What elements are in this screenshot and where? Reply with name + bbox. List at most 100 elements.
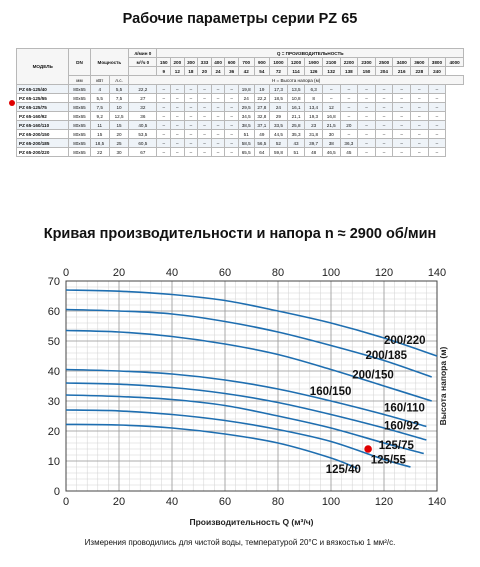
cell-head: 17,3 [269, 84, 288, 94]
cell-head: – [339, 129, 359, 139]
cell-head: 36 [128, 111, 158, 121]
cell-head: 33,5 [269, 120, 288, 130]
col-dn-header: DN [68, 48, 91, 76]
x-tick-label-top: 0 [63, 267, 69, 279]
cell-head: – [156, 102, 172, 112]
cell-head: – [321, 84, 341, 94]
cell-head: 10,8 [286, 93, 306, 103]
cell-hp: 5,5 [108, 84, 130, 94]
table-row: PZ 65-125/75 80x65 7,5 10 32– – – – – –29,5 27,8 24… [15, 102, 464, 112]
col-power-header: Мощность [89, 48, 130, 76]
cell-head: – [210, 102, 226, 112]
y-tick-label: 60 [48, 306, 60, 318]
cell-head: – [357, 138, 376, 148]
cell-head: – [427, 93, 447, 103]
cell-model: PZ 65-160/92 [15, 111, 70, 121]
cell-head: – [210, 129, 226, 139]
q-lmin-17: 3800 [427, 57, 447, 67]
cell-head: – [170, 129, 185, 139]
cell-head: – [374, 120, 394, 130]
cell-head: – [197, 84, 212, 94]
cell-head: 6,3 [304, 84, 323, 94]
highlight-row-marker [9, 100, 15, 106]
cell-head: 37,1 [253, 120, 271, 130]
cell-model: PZ 65-200/185 [15, 138, 70, 148]
cell-hp: 25 [108, 138, 130, 148]
series-label: 160/150 [310, 386, 352, 398]
x-tick-label: 120 [375, 496, 393, 508]
cell-head: 46,5 [321, 147, 341, 157]
q-m3h-0: 9 [156, 66, 172, 76]
q-m3h-15: 216 [392, 66, 411, 76]
cell-kw: 7,5 [89, 102, 110, 112]
x-tick-label-top: 60 [219, 267, 231, 279]
cell-head: – [427, 120, 447, 130]
cell-head: 31,8 [304, 129, 323, 139]
performance-chart: 0020204040606080801001001201201401400102… [48, 267, 448, 527]
cell-head: – [210, 147, 226, 157]
cell-head: – [410, 129, 429, 139]
q-lmin-9: 1200 [286, 57, 306, 67]
q-lmin-8: 1000 [269, 57, 288, 67]
cell-head: 24 [269, 102, 288, 112]
cell-head: – [374, 147, 394, 157]
cell-head: – [357, 93, 376, 103]
cell-head: 25,8 [286, 120, 306, 130]
q-header: Q = ПРОИЗВОДИТЕЛЬНОСТЬ [156, 48, 464, 58]
cell-dn: 80x65 [68, 111, 91, 121]
q-m3h-10: 126 [304, 66, 323, 76]
cell-kw: 5,5 [89, 93, 110, 103]
series-label: 200/220 [384, 335, 426, 347]
q-lmin-6: 700 [237, 57, 255, 67]
cell-head: – [210, 84, 226, 94]
cell-head: – [183, 147, 199, 157]
series-label: 125/75 [379, 440, 415, 452]
q-m3h-9: 114 [286, 66, 306, 76]
cell-head: 21,5 [321, 120, 341, 130]
cell-head: 22,2 [128, 84, 158, 94]
cell-head: – [156, 138, 172, 148]
y-tick-label: 0 [54, 486, 60, 498]
table-row: PZ 65-160/92 80x65 9,2 12,5 36– – – – – –34,5 32,8… [15, 111, 464, 121]
cell-head: 38,5 [237, 120, 255, 130]
cell-model: PZ 65-200/150 [15, 129, 70, 139]
cell-head: – [410, 138, 429, 148]
q-lmin-0: 150 [156, 57, 172, 67]
cell-model: PZ 65-125/55 [15, 93, 70, 103]
cell-head: – [357, 111, 376, 121]
cell-head: 18,5 [269, 93, 288, 103]
q-lmin-16: 3600 [410, 57, 429, 67]
cell-head: – [170, 93, 185, 103]
cell-head: – [410, 93, 429, 103]
cell-head: – [427, 147, 447, 157]
cell-head: – [427, 129, 447, 139]
x-tick-label-top: 80 [272, 267, 284, 279]
cell-head: – [170, 102, 185, 112]
q-m3h-4: 24 [210, 66, 226, 76]
cell-kw: 9,2 [89, 111, 110, 121]
cell-head: – [183, 93, 199, 103]
q-m3h-blank [128, 66, 158, 76]
cell-kw: 18,5 [89, 138, 110, 148]
y-axis-label: Высота напора (м) [438, 346, 448, 425]
q-lmin-15: 3400 [392, 57, 411, 67]
cell-head: 16,8 [321, 111, 341, 121]
table-row: PZ 65-125/40 80x65 4 5,5 22,2– – – – – –19,8 19 17,… [15, 84, 464, 94]
table-title: Рабочие параметры серии PZ 65 [122, 11, 358, 27]
cell-head: – [197, 102, 212, 112]
cell-head: 27,8 [253, 102, 271, 112]
y-tick-label: 30 [48, 396, 60, 408]
cell-head: – [170, 120, 185, 130]
cell-head: – [410, 102, 429, 112]
cell-head: 29 [269, 111, 288, 121]
table-row: PZ 65-200/220 80x65 22 30 67– – – – – –65,5 64 59,8… [15, 147, 464, 157]
cell-head: – [183, 138, 199, 148]
cell-head: – [357, 120, 376, 130]
cell-head: – [224, 129, 239, 139]
cell-head: – [392, 120, 411, 130]
cell-head: 13,5 [286, 84, 306, 94]
series-line-125-40 [65, 423, 358, 470]
q-lmin-12: 2200 [339, 57, 359, 67]
cell-head: 13,4 [304, 102, 323, 112]
cell-head: 43 [286, 138, 306, 148]
